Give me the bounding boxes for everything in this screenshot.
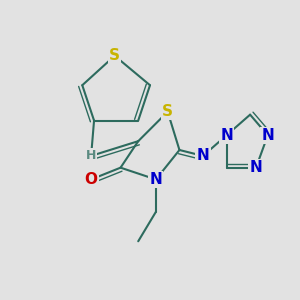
Text: S: S (162, 104, 173, 119)
Text: H: H (86, 149, 96, 162)
Text: N: N (196, 148, 209, 164)
Text: N: N (220, 128, 233, 143)
Text: S: S (109, 48, 120, 63)
Text: N: N (149, 172, 162, 187)
Text: N: N (261, 128, 274, 143)
Text: O: O (85, 172, 98, 187)
Text: N: N (250, 160, 262, 175)
